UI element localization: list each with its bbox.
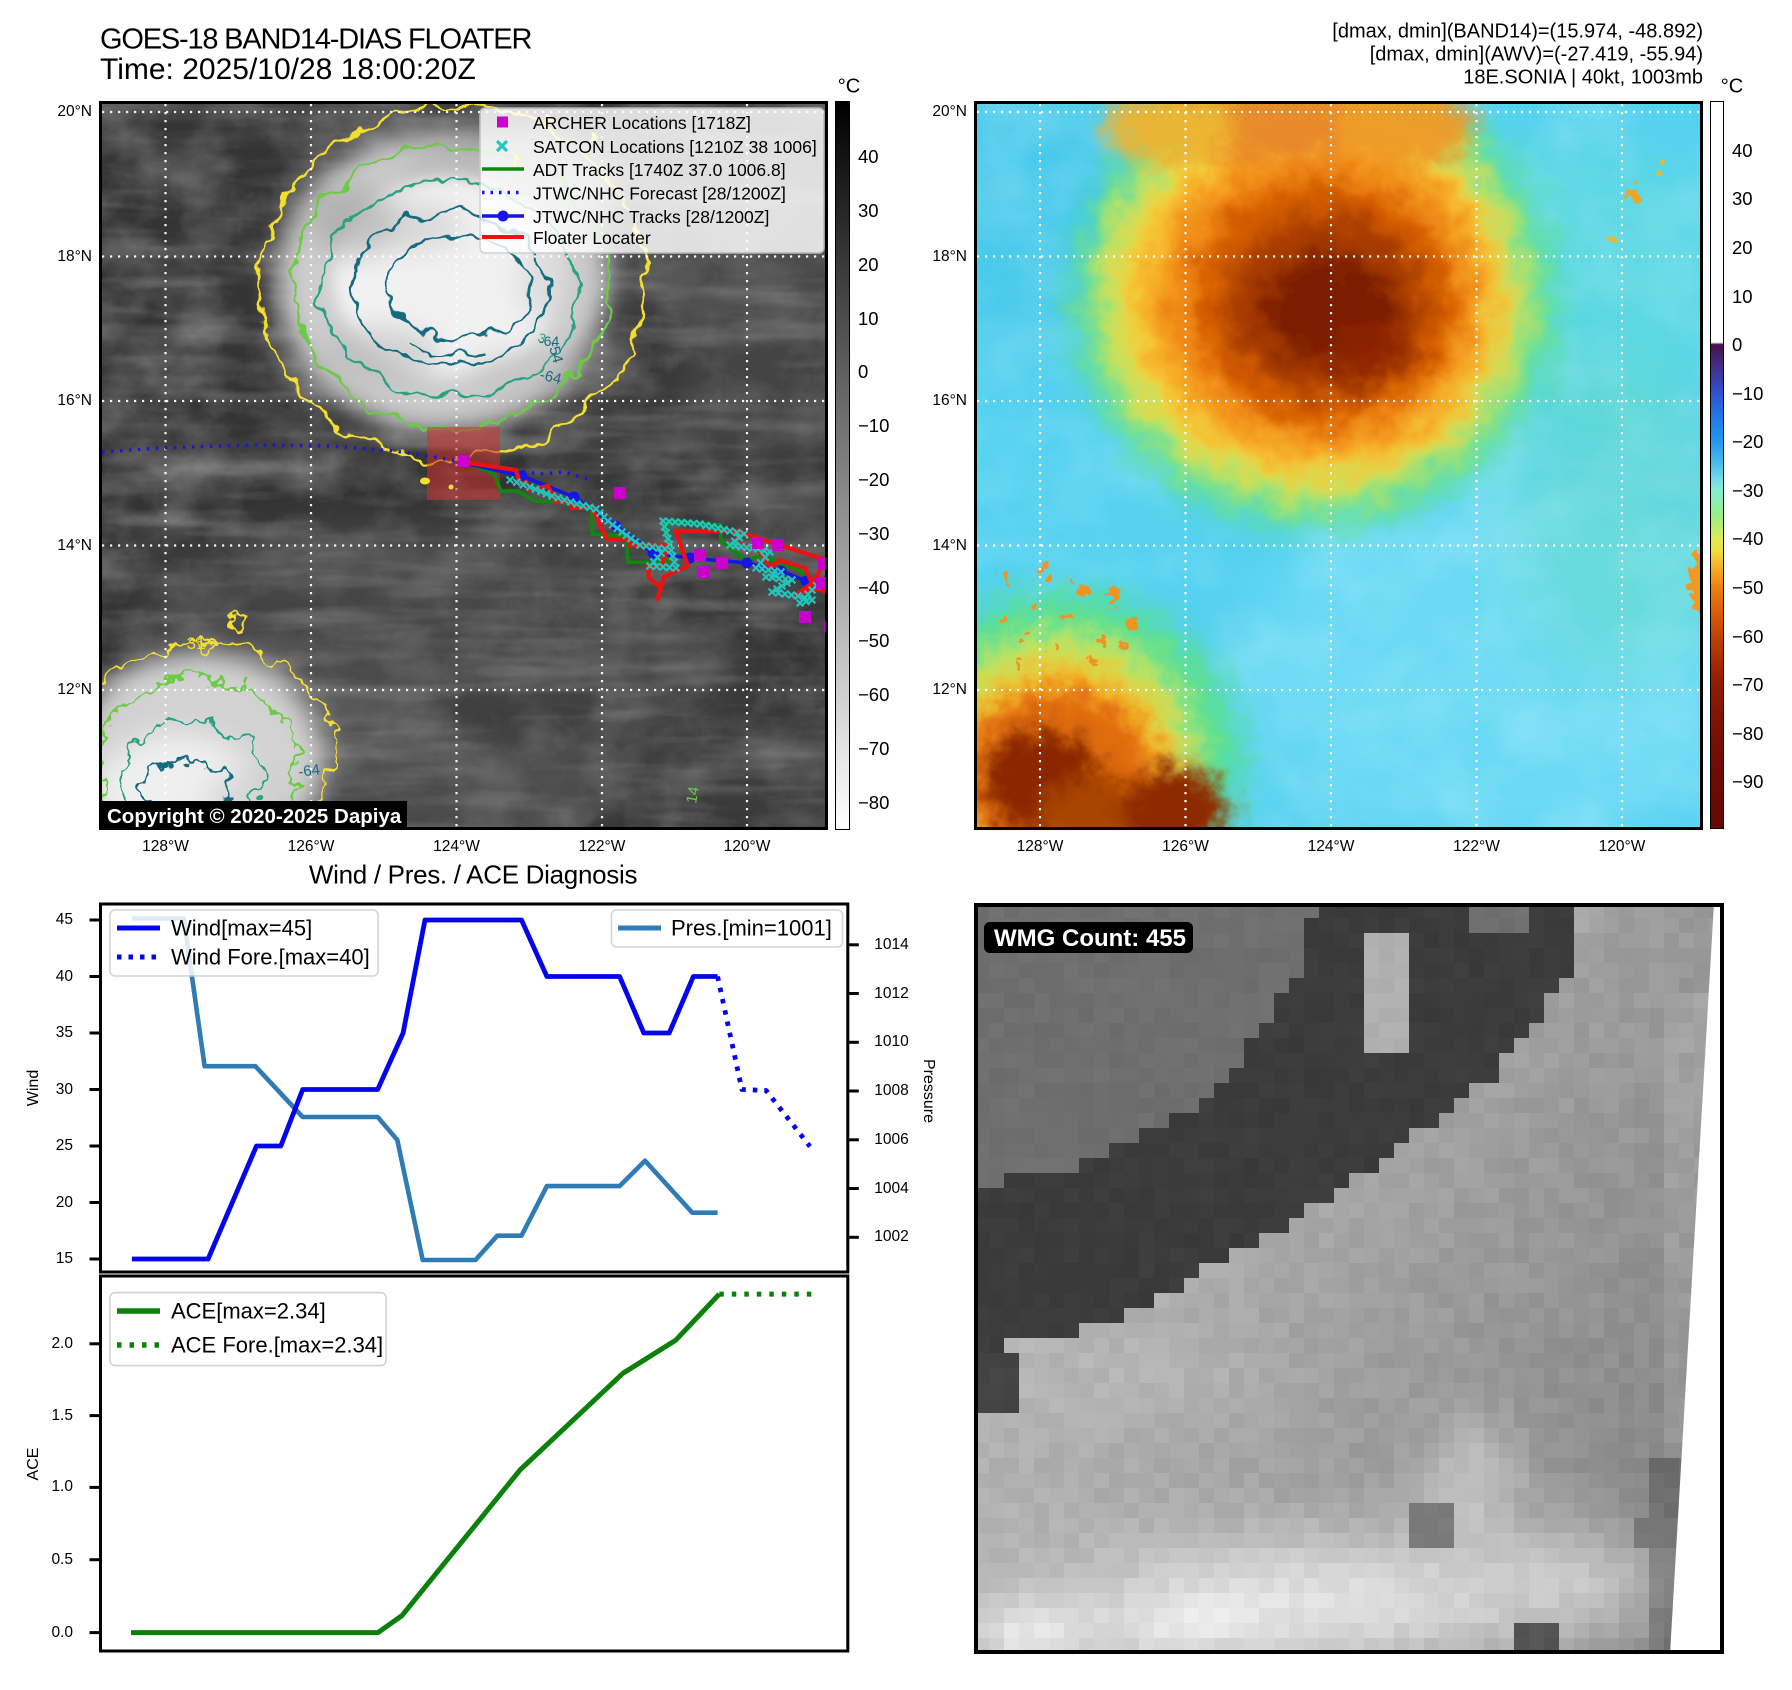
svg-text:WMG Count: 455: WMG Count: 455 [994, 925, 1186, 952]
svg-text:ARCHER Locations [1718Z]: ARCHER Locations [1718Z] [533, 113, 751, 133]
svg-text:-64: -64 [297, 761, 321, 781]
svg-text:-64: -64 [539, 333, 559, 349]
svg-text:-54: -54 [544, 340, 566, 365]
svg-text:-31: -31 [181, 634, 206, 653]
svg-text:Wind Fore.[max=40]: Wind Fore.[max=40] [171, 945, 370, 970]
svg-text:JTWC/NHC Forecast [28/1200Z]: JTWC/NHC Forecast [28/1200Z] [533, 184, 786, 204]
svg-text:Copyright © 2020-2025 Dapiya: Copyright © 2020-2025 Dapiya [107, 805, 402, 828]
svg-text:SATCON Locations [1210Z 38 100: SATCON Locations [1210Z 38 1006] [533, 137, 817, 157]
svg-text:ACE[max=2.34]: ACE[max=2.34] [171, 1299, 326, 1324]
svg-text:Pres.[min=1001]: Pres.[min=1001] [671, 916, 832, 941]
svg-text:Floater Locater: Floater Locater [533, 228, 651, 248]
svg-text:JTWC/NHC Tracks [28/1200Z]: JTWC/NHC Tracks [28/1200Z] [533, 207, 769, 227]
svg-text:3: 3 [536, 330, 548, 347]
svg-text:-64: -64 [538, 366, 563, 388]
svg-text:ADT Tracks [1740Z 37.0 1006.8]: ADT Tracks [1740Z 37.0 1006.8] [533, 160, 786, 180]
svg-text:ACE Fore.[max=2.34]: ACE Fore.[max=2.34] [171, 1333, 383, 1358]
svg-text:Wind[max=45]: Wind[max=45] [171, 916, 312, 941]
svg-text:14: 14 [683, 785, 703, 804]
